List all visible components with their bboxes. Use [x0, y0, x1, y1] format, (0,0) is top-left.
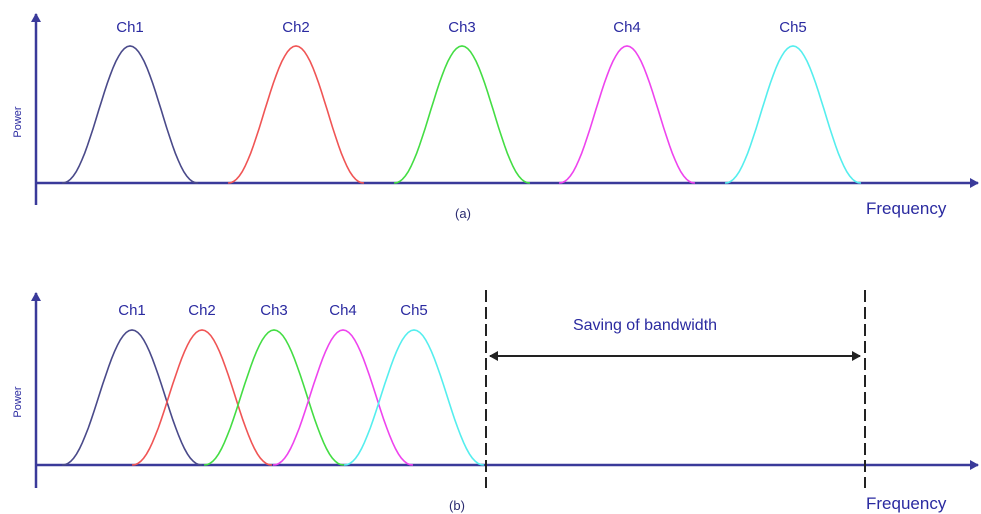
panel-a-channel-5-curve — [724, 45, 862, 184]
panel-a-caption: (a) — [455, 206, 471, 221]
panel-b-channel-2-curve — [131, 329, 273, 466]
panel-b-x-label: Frequency — [866, 494, 947, 513]
saving-bandwidth-label: Saving of bandwidth — [573, 317, 717, 334]
panel-b-channel-1-curve — [61, 329, 203, 466]
panel-b: Power Frequency (b) Ch1 Ch2 Ch3 Ch4 Ch5 Savi… — [12, 290, 979, 513]
panel-b-channel-2-label: Ch2 — [188, 302, 216, 319]
panel-a-channel-5-label: Ch5 — [779, 19, 807, 36]
panel-b-channel-5-label: Ch5 — [400, 302, 428, 319]
panel-b-channel-3-curve — [203, 329, 345, 466]
panel-a-channels: Ch1 Ch2 Ch3 Ch4 Ch5 — [61, 19, 862, 184]
panel-b-channel-5-curve — [343, 329, 485, 466]
panel-b-channel-4-label: Ch4 — [329, 302, 357, 319]
panel-a-channel-4-curve — [558, 45, 696, 184]
panel-a-channel-3-curve — [393, 45, 531, 184]
panel-a: Power Frequency (a) Ch1 Ch2 Ch3 Ch4 Ch5 — [12, 13, 979, 221]
panel-a-channel-2-label: Ch2 — [282, 19, 310, 36]
panel-a-channel-4-label: Ch4 — [613, 19, 641, 36]
panel-b-channel-3-label: Ch3 — [260, 302, 288, 319]
panel-a-x-label: Frequency — [866, 199, 947, 218]
panel-a-channel-1-curve — [61, 45, 199, 184]
panel-a-channel-3-label: Ch3 — [448, 19, 476, 36]
panel-b-channel-1-label: Ch1 — [118, 302, 146, 319]
panel-b-caption: (b) — [449, 498, 465, 513]
panel-a-channel-1-label: Ch1 — [116, 19, 144, 36]
panel-a-channel-2-curve — [227, 45, 365, 184]
panel-b-y-label: Power — [12, 386, 24, 418]
panel-a-y-label: Power — [12, 106, 24, 138]
panel-b-channel-4-curve — [272, 329, 414, 466]
panel-b-channels: Ch1 Ch2 Ch3 Ch4 Ch5 — [61, 302, 485, 466]
